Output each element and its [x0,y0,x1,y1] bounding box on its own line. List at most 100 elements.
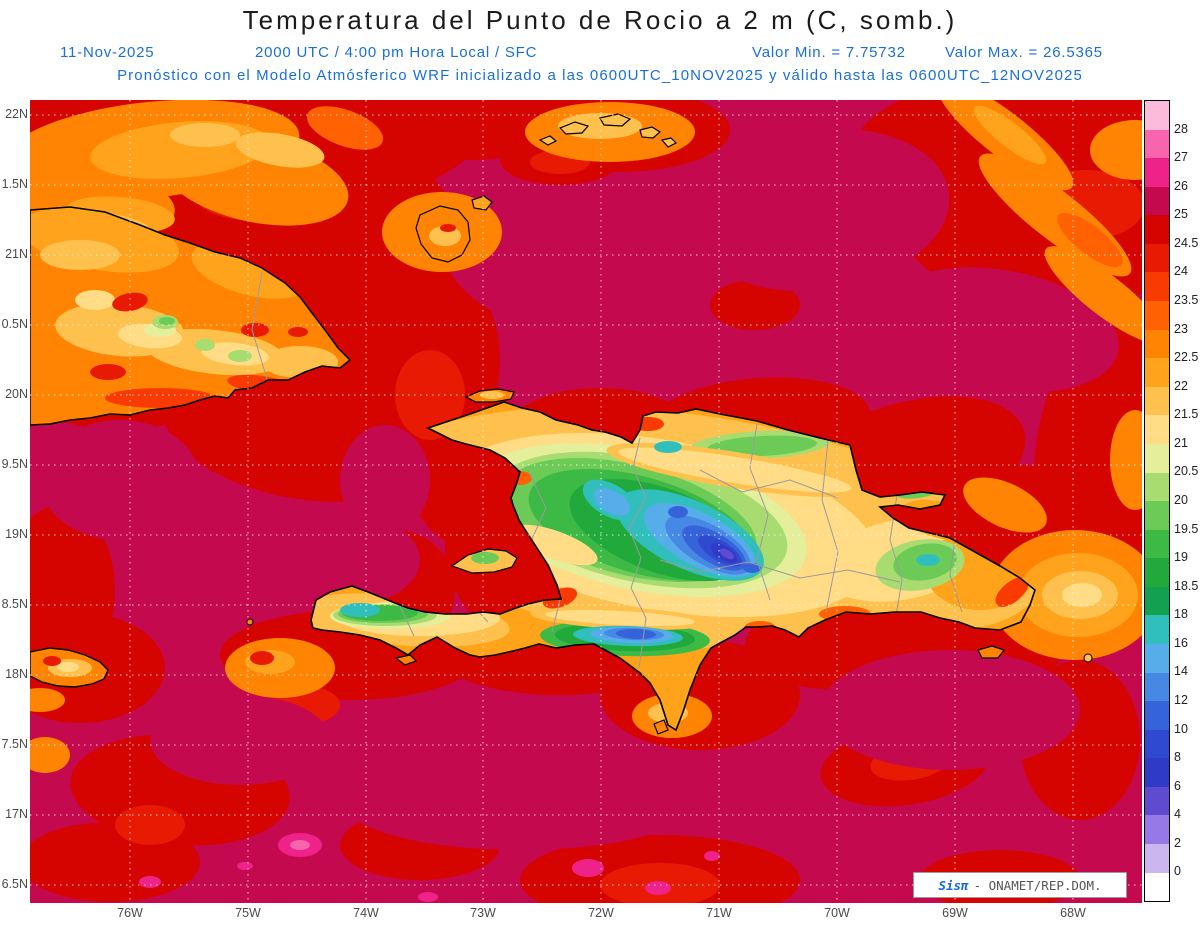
contour-blob [707,435,817,457]
contour-blob [90,364,126,380]
contour-blob [719,548,735,560]
watermark: Sisπ - ONAMET/REP.DOM. [913,872,1127,898]
colorbar-swatch [1145,415,1169,444]
colorbar-swatch [1145,815,1169,845]
colorbar-tick-label: 22 [1174,378,1188,393]
contour-blob [1062,583,1102,607]
colorbar-swatch [1145,586,1169,616]
colorbar-swatch [1145,701,1169,730]
colorbar-swatch [1145,386,1169,416]
colorbar-swatch [1145,129,1169,159]
colorbar-swatch [1145,101,1169,130]
contour-blob [973,105,1047,165]
contour-blob [881,267,1119,393]
colorbar-tick-label: 23 [1174,321,1188,336]
colorbar-tick-label: 20 [1174,493,1188,507]
colorbar-tick-label: 19.5 [1174,521,1199,536]
y-axis-label: 17N [5,807,28,821]
colorbar-tick-label: 18.5 [1174,578,1199,593]
turks-island [660,137,678,148]
colorbar-swatch [1145,615,1169,644]
contour-blob [241,323,269,337]
colorbar-tick-label: 20.5 [1174,464,1199,479]
small-islands [246,113,1093,735]
colorbar-swatch [1145,301,1169,330]
colorbar-swatch [1145,672,1169,702]
admin-border [749,423,771,601]
colorbar-swatch [1145,872,1169,902]
colorbar-tick-label: 16 [1174,635,1188,650]
admin-border [628,437,647,669]
contour-blob [995,577,1029,607]
colorbar-tick-label: 27 [1174,150,1188,165]
contour-blob [668,506,688,518]
contour-blob [30,505,115,675]
contour-blob [545,609,695,627]
colorbar-tick-label: 21.5 [1174,407,1199,422]
x-axis-label: 75W [235,906,261,920]
colorbar-swatch [1145,186,1169,216]
contour-blob [170,123,240,147]
colorbar-swatch [1145,443,1169,473]
watermark-org: - ONAMET/REP.DOM. [973,877,1102,893]
colorbar-swatch [1145,472,1169,502]
colorbar-tick-label: 25 [1174,207,1188,222]
contour-blob [30,737,70,773]
y-axis-label: 7.5N [1,737,28,751]
colorbar-tick-label: 19 [1174,550,1188,565]
contour-blob [159,317,175,325]
colorbar-swatch [1145,501,1169,530]
contour-blob [112,292,148,312]
colorbar-tick-label: 21 [1174,435,1188,450]
contour-blob [1090,120,1142,180]
colorbar-swatch [1145,529,1169,559]
contour-blob [290,840,310,850]
navassa-island [246,618,254,626]
contour-blob [57,662,79,672]
caicos-island [538,135,558,146]
contour-blob [340,603,380,617]
model-info-line: Pronóstico con el Modelo Atmósferico WRF… [117,67,1083,84]
saona-island [977,645,1005,659]
colorbar [1144,100,1170,902]
colorbar-tick-label: 0 [1174,864,1181,879]
contour-blob [395,350,465,440]
ile-a-vache-island [394,654,418,666]
page-title: Temperatura del Punto de Rocio a 2 m (C,… [242,5,958,35]
colorbar-swatch [1145,729,1169,759]
colorbar-tick-label: 22.5 [1174,350,1199,365]
contour-blob [820,650,1080,770]
colorbar-swatch [1145,272,1169,302]
x-axis-label: 72W [588,906,614,920]
y-axis-label: 20N [5,387,28,401]
colorbar-tick-label: 24.5 [1174,235,1199,250]
contour-blob [43,656,61,666]
colorbar-swatch [1145,758,1169,787]
x-axis-label: 71W [706,906,732,920]
colorbar-tick-label: 14 [1174,664,1188,679]
colorbar-tick-label: 23.5 [1174,293,1199,307]
contour-blob [30,688,65,712]
colorbar-swatch [1145,158,1169,187]
contour-blob [645,881,671,895]
colorbar-swatch [1145,329,1169,359]
admin-border [397,601,415,637]
contour-blob [306,106,384,150]
little-inagua-island [471,195,493,211]
x-axis-label: 70W [824,906,850,920]
x-axis-label: 73W [470,906,496,920]
colorbar-tick-label: 6 [1174,778,1181,793]
admin-border [949,539,963,613]
contour-blob [710,280,800,330]
contour-blob [250,651,274,665]
jamaica-landmass [30,647,109,688]
colorbar-swatch [1145,844,1169,873]
y-axis-label: 1.5N [1,177,28,191]
contour-blob [690,128,950,292]
y-axis-label: 6.5N [1,877,28,891]
contour-blob [115,805,185,845]
colorbar-swatch [1145,243,1169,273]
colorbar-swatch [1145,558,1169,587]
